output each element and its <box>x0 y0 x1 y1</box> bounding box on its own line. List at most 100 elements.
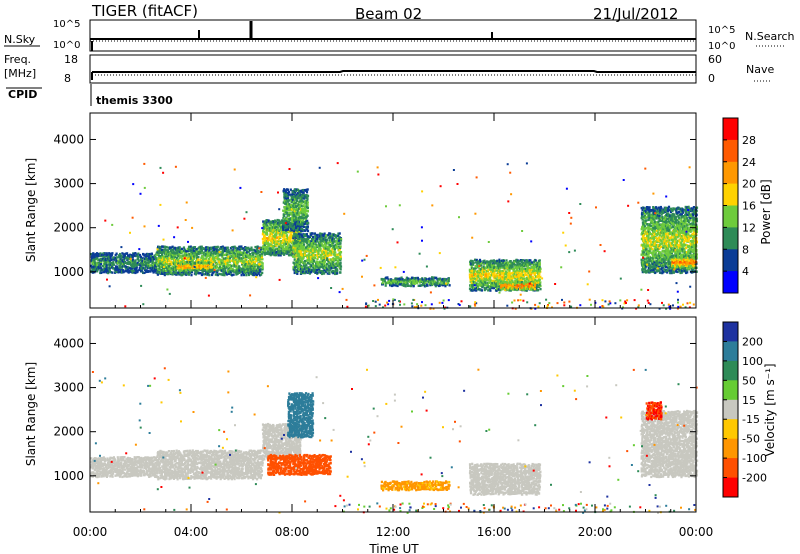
power-echo-cell <box>656 249 659 253</box>
power-echo-cell <box>225 271 228 275</box>
power-echo-cell <box>522 288 525 291</box>
power-echo-cell <box>191 262 194 265</box>
power-echo-cell <box>413 277 416 280</box>
power-echo-cell <box>651 270 654 273</box>
power-echo-cell <box>244 262 248 266</box>
power-echo-cell <box>271 241 274 245</box>
power-echo-cell <box>105 266 109 270</box>
power-echo-cell <box>253 263 257 266</box>
power-echo-cell <box>228 250 231 253</box>
power-echo-cell <box>126 252 129 255</box>
power-echo-cell <box>100 271 103 274</box>
power-echo-cell <box>297 191 300 195</box>
power-echo-cell <box>523 263 526 266</box>
power-echo-cell <box>649 270 652 274</box>
power-echo-cell <box>510 266 513 269</box>
power-echo-cell <box>195 254 198 257</box>
power-echo-cell <box>514 281 517 285</box>
power-echo-cell <box>304 211 307 215</box>
power-echo-cell <box>321 263 324 267</box>
power-echo-cell <box>538 261 541 265</box>
power-echo-cell <box>252 255 255 259</box>
power-echo-cell <box>240 251 243 254</box>
power-echo-cell <box>298 205 301 208</box>
power-echo-cell <box>486 263 489 266</box>
power-echo-cell <box>643 263 646 267</box>
power-echo-cell <box>495 269 498 272</box>
power-echo-cell <box>256 251 260 254</box>
power-echo-cell <box>204 249 207 252</box>
power-echo-cell <box>480 284 483 287</box>
power-echo-cell <box>90 253 93 256</box>
power-echo-cell <box>418 281 421 284</box>
power-echo-cell <box>286 249 289 253</box>
power-echo-cell <box>538 278 541 281</box>
power-echo-cell <box>518 276 521 279</box>
power-echo-cell <box>306 249 309 252</box>
power-echo-cell <box>652 235 655 238</box>
power-echo-cell <box>505 279 508 282</box>
power-echo-cell <box>234 256 237 259</box>
power-echo-cell <box>114 253 117 257</box>
power-echo-cell <box>648 246 651 250</box>
power-echo-cell <box>306 259 309 262</box>
power-echo-cell <box>528 281 531 284</box>
power-echo-cell <box>196 270 199 273</box>
power-echo-cell <box>190 273 193 277</box>
power-echo-cell <box>188 266 192 269</box>
power-echo-cell <box>656 240 659 243</box>
power-echo-cell <box>308 268 311 271</box>
power-echo-cell <box>241 271 244 274</box>
power-echo-cell <box>403 283 406 286</box>
power-echo-cell <box>318 233 321 237</box>
power-echo-cell <box>198 250 201 253</box>
power-echo-cell <box>415 279 418 283</box>
power-echo-cell <box>307 238 310 242</box>
power-echo-cell <box>439 277 442 280</box>
power-echo-cell <box>210 267 213 271</box>
power-echo-cell <box>273 226 276 229</box>
power-echo-cell <box>478 258 482 262</box>
power-echo-cell <box>289 222 292 226</box>
power-echo-cell <box>539 267 542 270</box>
power-echo-cell <box>303 210 306 213</box>
power-echo-cell <box>528 260 531 264</box>
power-echo-cell <box>127 266 130 269</box>
power-echo-cell <box>468 275 472 279</box>
power-echo-cell <box>473 273 477 276</box>
power-echo-cell <box>535 281 538 284</box>
power-echo-cell <box>522 277 525 280</box>
power-echo-cell <box>252 253 255 256</box>
power-echo-cell <box>184 265 187 268</box>
power-echo-cell <box>504 270 508 273</box>
power-echo-cell <box>644 230 647 233</box>
power-echoes <box>90 162 699 310</box>
power-echo-cell <box>223 260 226 263</box>
power-echo-cell <box>286 244 289 247</box>
power-echo-cell <box>208 270 211 274</box>
power-echo-cell <box>305 227 308 230</box>
power-echo-cell <box>338 257 341 260</box>
power-echo-cell <box>485 261 488 265</box>
power-echo-cell <box>314 266 317 269</box>
power-echo-cell <box>641 231 644 234</box>
power-echo-cell <box>477 288 480 291</box>
power-echo-cell <box>221 245 224 248</box>
power-echo-cell <box>226 250 229 254</box>
power-echo-cell <box>163 252 166 255</box>
power-echo-cell <box>299 269 302 272</box>
power-echo-cell <box>475 265 478 268</box>
power-echo-cell <box>648 206 651 209</box>
power-echo-cell <box>278 245 281 248</box>
power-echo-cell <box>212 263 215 266</box>
power-echo-cell <box>493 271 496 274</box>
power-echo-cell <box>283 209 286 213</box>
power-echo-cell <box>657 225 660 228</box>
power-echo-cell <box>286 194 289 198</box>
power-echo-cell <box>300 241 303 244</box>
power-echo-cell <box>142 267 145 270</box>
power-echo-cell <box>218 263 222 267</box>
power-echo-cell <box>145 262 148 266</box>
power-echo-cell <box>338 245 341 248</box>
